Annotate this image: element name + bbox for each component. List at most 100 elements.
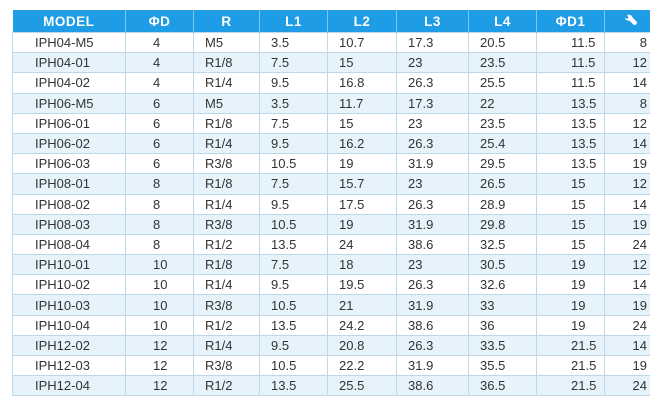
cell-d1: 11.5 xyxy=(536,52,605,74)
cell-d1: 15 xyxy=(536,233,605,256)
cell-l3: 17.3 xyxy=(396,92,469,114)
cell-model: IPH06-02 xyxy=(12,132,126,155)
cell-thread: R1/2 xyxy=(193,233,260,256)
cell-l4: 26.5 xyxy=(468,173,537,195)
cell-l2: 24 xyxy=(327,233,397,256)
table-row: IPH08-02 8 R1/4 9.5 17.5 26.3 28.9 15 14 xyxy=(12,193,650,215)
cell-thread: R3/8 xyxy=(193,213,260,235)
cell-l4: 20.5 xyxy=(468,31,537,54)
cell-wrench-size: 24 xyxy=(604,314,650,336)
cell-thread: R1/2 xyxy=(193,314,260,336)
cell-thread: R1/8 xyxy=(193,52,260,74)
cell-l4: 35.5 xyxy=(468,354,537,377)
cell-thread: R1/4 xyxy=(193,193,260,215)
table-row: IPH06-01 6 R1/8 7.5 15 23 23.5 13.5 12 xyxy=(12,112,650,134)
cell-model: IPH10-01 xyxy=(12,254,126,276)
cell-l3: 23 xyxy=(396,112,469,134)
cell-l2: 16.2 xyxy=(327,132,397,155)
cell-diameter: 6 xyxy=(125,92,194,114)
header-l2: L2 xyxy=(327,10,397,33)
cell-l2: 15.7 xyxy=(327,173,397,195)
cell-wrench-size: 19 xyxy=(604,213,650,235)
cell-wrench-size: 14 xyxy=(604,334,650,357)
cell-l4: 30.5 xyxy=(468,254,537,276)
cell-l2: 24.2 xyxy=(327,314,397,336)
cell-l1: 9.5 xyxy=(259,334,328,357)
header-l4: L4 xyxy=(468,10,537,33)
cell-wrench-size: 24 xyxy=(604,233,650,256)
cell-model: IPH04-M5 xyxy=(12,31,126,54)
cell-wrench-size: 14 xyxy=(604,193,650,215)
cell-model: IPH08-01 xyxy=(12,173,126,195)
cell-d1: 19 xyxy=(536,254,605,276)
table-row: IPH12-02 12 R1/4 9.5 20.8 26.3 33.5 21.5 14 xyxy=(12,334,650,357)
cell-d1: 21.5 xyxy=(536,375,605,397)
cell-d1: 15 xyxy=(536,173,605,195)
table-row: IPH08-04 8 R1/2 13.5 24 38.6 32.5 15 24 xyxy=(12,233,650,256)
cell-l2: 21 xyxy=(327,294,397,316)
cell-wrench-size: 8 xyxy=(604,92,650,114)
cell-model: IPH10-02 xyxy=(12,274,126,296)
cell-model: IPH08-03 xyxy=(12,213,126,235)
cell-d1: 21.5 xyxy=(536,334,605,357)
cell-model: IPH12-03 xyxy=(12,354,126,377)
cell-model: IPH10-04 xyxy=(12,314,126,336)
cell-diameter: 8 xyxy=(125,173,194,195)
cell-l2: 17.5 xyxy=(327,193,397,215)
cell-l4: 23.5 xyxy=(468,112,537,134)
cell-l1: 10.5 xyxy=(259,213,328,235)
cell-l3: 38.6 xyxy=(396,233,469,256)
wrench-icon xyxy=(624,13,638,30)
cell-thread: R1/4 xyxy=(193,132,260,155)
cell-l2: 20.8 xyxy=(327,334,397,357)
cell-model: IPH06-03 xyxy=(12,153,126,175)
cell-thread: M5 xyxy=(193,92,260,114)
cell-l2: 19.5 xyxy=(327,274,397,296)
cell-diameter: 10 xyxy=(125,274,194,296)
table-row: IPH08-03 8 R3/8 10.5 19 31.9 29.8 15 19 xyxy=(12,213,650,235)
cell-l4: 36 xyxy=(468,314,537,336)
cell-wrench-size: 12 xyxy=(604,112,650,134)
cell-wrench-size: 12 xyxy=(604,254,650,276)
cell-l2: 15 xyxy=(327,112,397,134)
cell-wrench-size: 14 xyxy=(604,132,650,155)
cell-diameter: 4 xyxy=(125,31,194,54)
cell-model: IPH06-01 xyxy=(12,112,126,134)
cell-l2: 25.5 xyxy=(327,375,397,397)
cell-l4: 22 xyxy=(468,92,537,114)
cell-thread: R1/8 xyxy=(193,254,260,276)
table-row: IPH12-04 12 R1/2 13.5 25.5 38.6 36.5 21.5 24 xyxy=(12,375,650,397)
cell-l4: 33 xyxy=(468,294,537,316)
cell-l1: 10.5 xyxy=(259,153,328,175)
header-row: MODEL ΦD R L1 L2 L3 L4 ΦD1 xyxy=(12,10,650,33)
cell-l1: 3.5 xyxy=(259,92,328,114)
table-row: IPH12-03 12 R3/8 10.5 22.2 31.9 35.5 21.5 19 xyxy=(12,354,650,377)
cell-wrench-size: 24 xyxy=(604,375,650,397)
cell-l3: 23 xyxy=(396,52,469,74)
header-d1: ΦD1 xyxy=(536,10,605,33)
header-model: MODEL xyxy=(12,10,126,33)
spec-table-container: MODEL ΦD R L1 L2 L3 L4 ΦD1 IPH04-M5 4 M5 3.… xyxy=(12,10,650,397)
table-row: IPH08-01 8 R1/8 7.5 15.7 23 26.5 15 12 xyxy=(12,173,650,195)
cell-thread: R1/4 xyxy=(193,72,260,94)
cell-d1: 19 xyxy=(536,294,605,316)
cell-l1: 9.5 xyxy=(259,72,328,94)
header-diameter: ΦD xyxy=(125,10,194,33)
cell-thread: R1/2 xyxy=(193,375,260,397)
cell-l3: 26.3 xyxy=(396,274,469,296)
cell-l1: 7.5 xyxy=(259,173,328,195)
cell-wrench-size: 19 xyxy=(604,153,650,175)
cell-model: IPH04-02 xyxy=(12,72,126,94)
header-thread: R xyxy=(193,10,260,33)
table-row: IPH10-01 10 R1/8 7.5 18 23 30.5 19 12 xyxy=(12,254,650,276)
table-row: IPH06-03 6 R3/8 10.5 19 31.9 29.5 13.5 19 xyxy=(12,153,650,175)
cell-thread: R1/4 xyxy=(193,274,260,296)
cell-d1: 19 xyxy=(536,314,605,336)
cell-l4: 33.5 xyxy=(468,334,537,357)
cell-l3: 38.6 xyxy=(396,375,469,397)
cell-l4: 23.5 xyxy=(468,52,537,74)
cell-l3: 31.9 xyxy=(396,153,469,175)
cell-l2: 11.7 xyxy=(327,92,397,114)
cell-d1: 13.5 xyxy=(536,112,605,134)
cell-d1: 19 xyxy=(536,274,605,296)
